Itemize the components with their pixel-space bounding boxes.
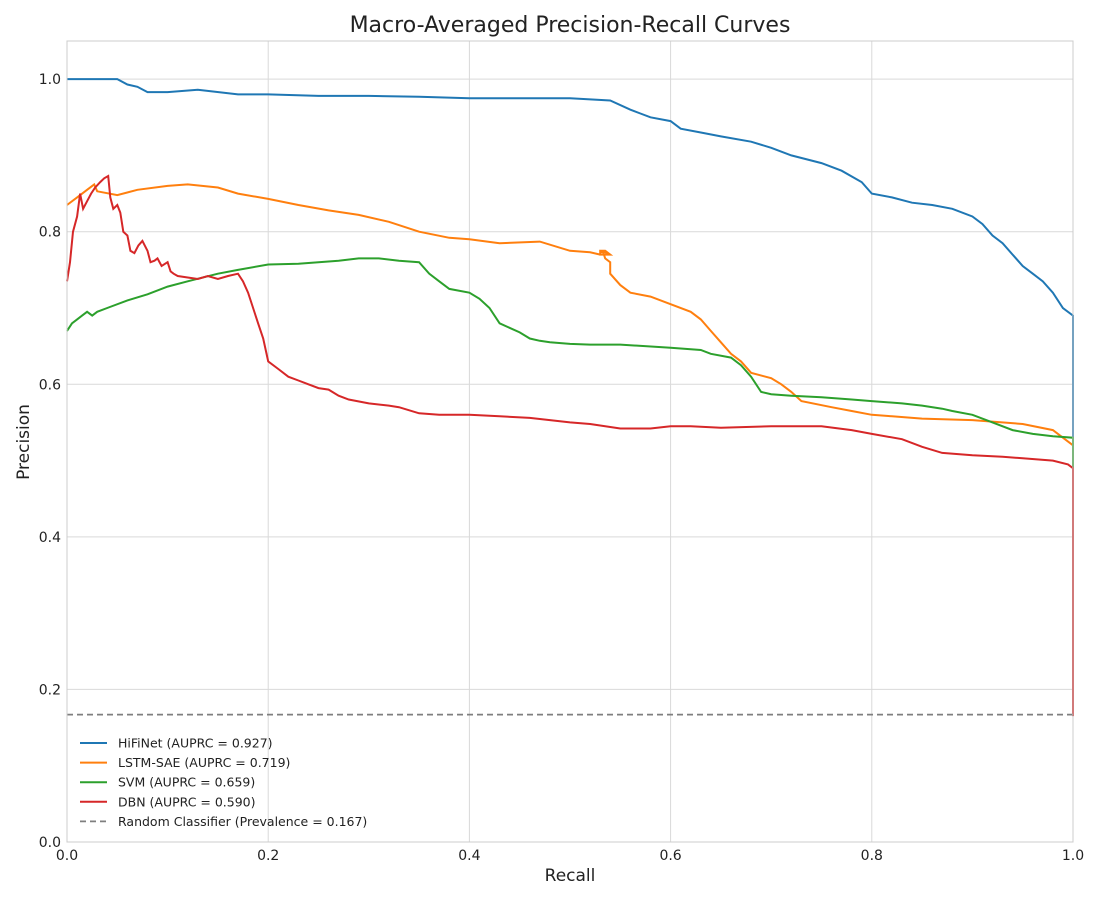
- y-tick-label: 1.0: [39, 72, 61, 88]
- x-tick-label: 0.8: [861, 848, 883, 864]
- y-ticks: 0.0 0.2 0.4 0.6 0.8 1.0: [39, 72, 61, 851]
- x-tick-label: 0.0: [56, 848, 78, 864]
- x-tick-label: 0.6: [659, 848, 681, 864]
- x-tick-label: 0.4: [458, 848, 480, 864]
- y-axis-label: Precision: [14, 404, 34, 480]
- series-layer: [66, 78, 1074, 717]
- y-tick-label: 0.6: [39, 377, 61, 393]
- x-tick-label: 0.2: [257, 848, 279, 864]
- series-line-3: [66, 174, 1074, 717]
- legend-label-0: HiFiNet (AUPRC = 0.927): [118, 736, 273, 751]
- series-line-1: [66, 182, 1074, 447]
- legend-label-1: LSTM-SAE (AUPRC = 0.719): [118, 755, 290, 770]
- y-tick-label: 0.0: [39, 835, 61, 851]
- y-tick-label: 0.8: [39, 225, 61, 241]
- y-tick-label: 0.4: [39, 530, 61, 546]
- legend-label-4: Random Classifier (Prevalence = 0.167): [118, 814, 367, 829]
- series-line-0: [67, 78, 1074, 446]
- x-ticks: 0.0 0.2 0.4 0.6 0.8 1.0: [56, 848, 1084, 864]
- x-tick-label: 1.0: [1062, 848, 1084, 864]
- legend-label-3: DBN (AUPRC = 0.590): [118, 794, 256, 809]
- legend-label-2: SVM (AUPRC = 0.659): [118, 775, 255, 790]
- x-axis-label: Recall: [545, 866, 596, 886]
- plot-frame: [66, 40, 1074, 843]
- legend: HiFiNet (AUPRC = 0.927) LSTM-SAE (AUPRC =…: [80, 736, 367, 829]
- grid: [66, 41, 1074, 843]
- y-tick-label: 0.2: [39, 682, 61, 698]
- series-line-2: [66, 257, 1074, 492]
- chart-title: Macro-Averaged Precision-Recall Curves: [350, 13, 791, 38]
